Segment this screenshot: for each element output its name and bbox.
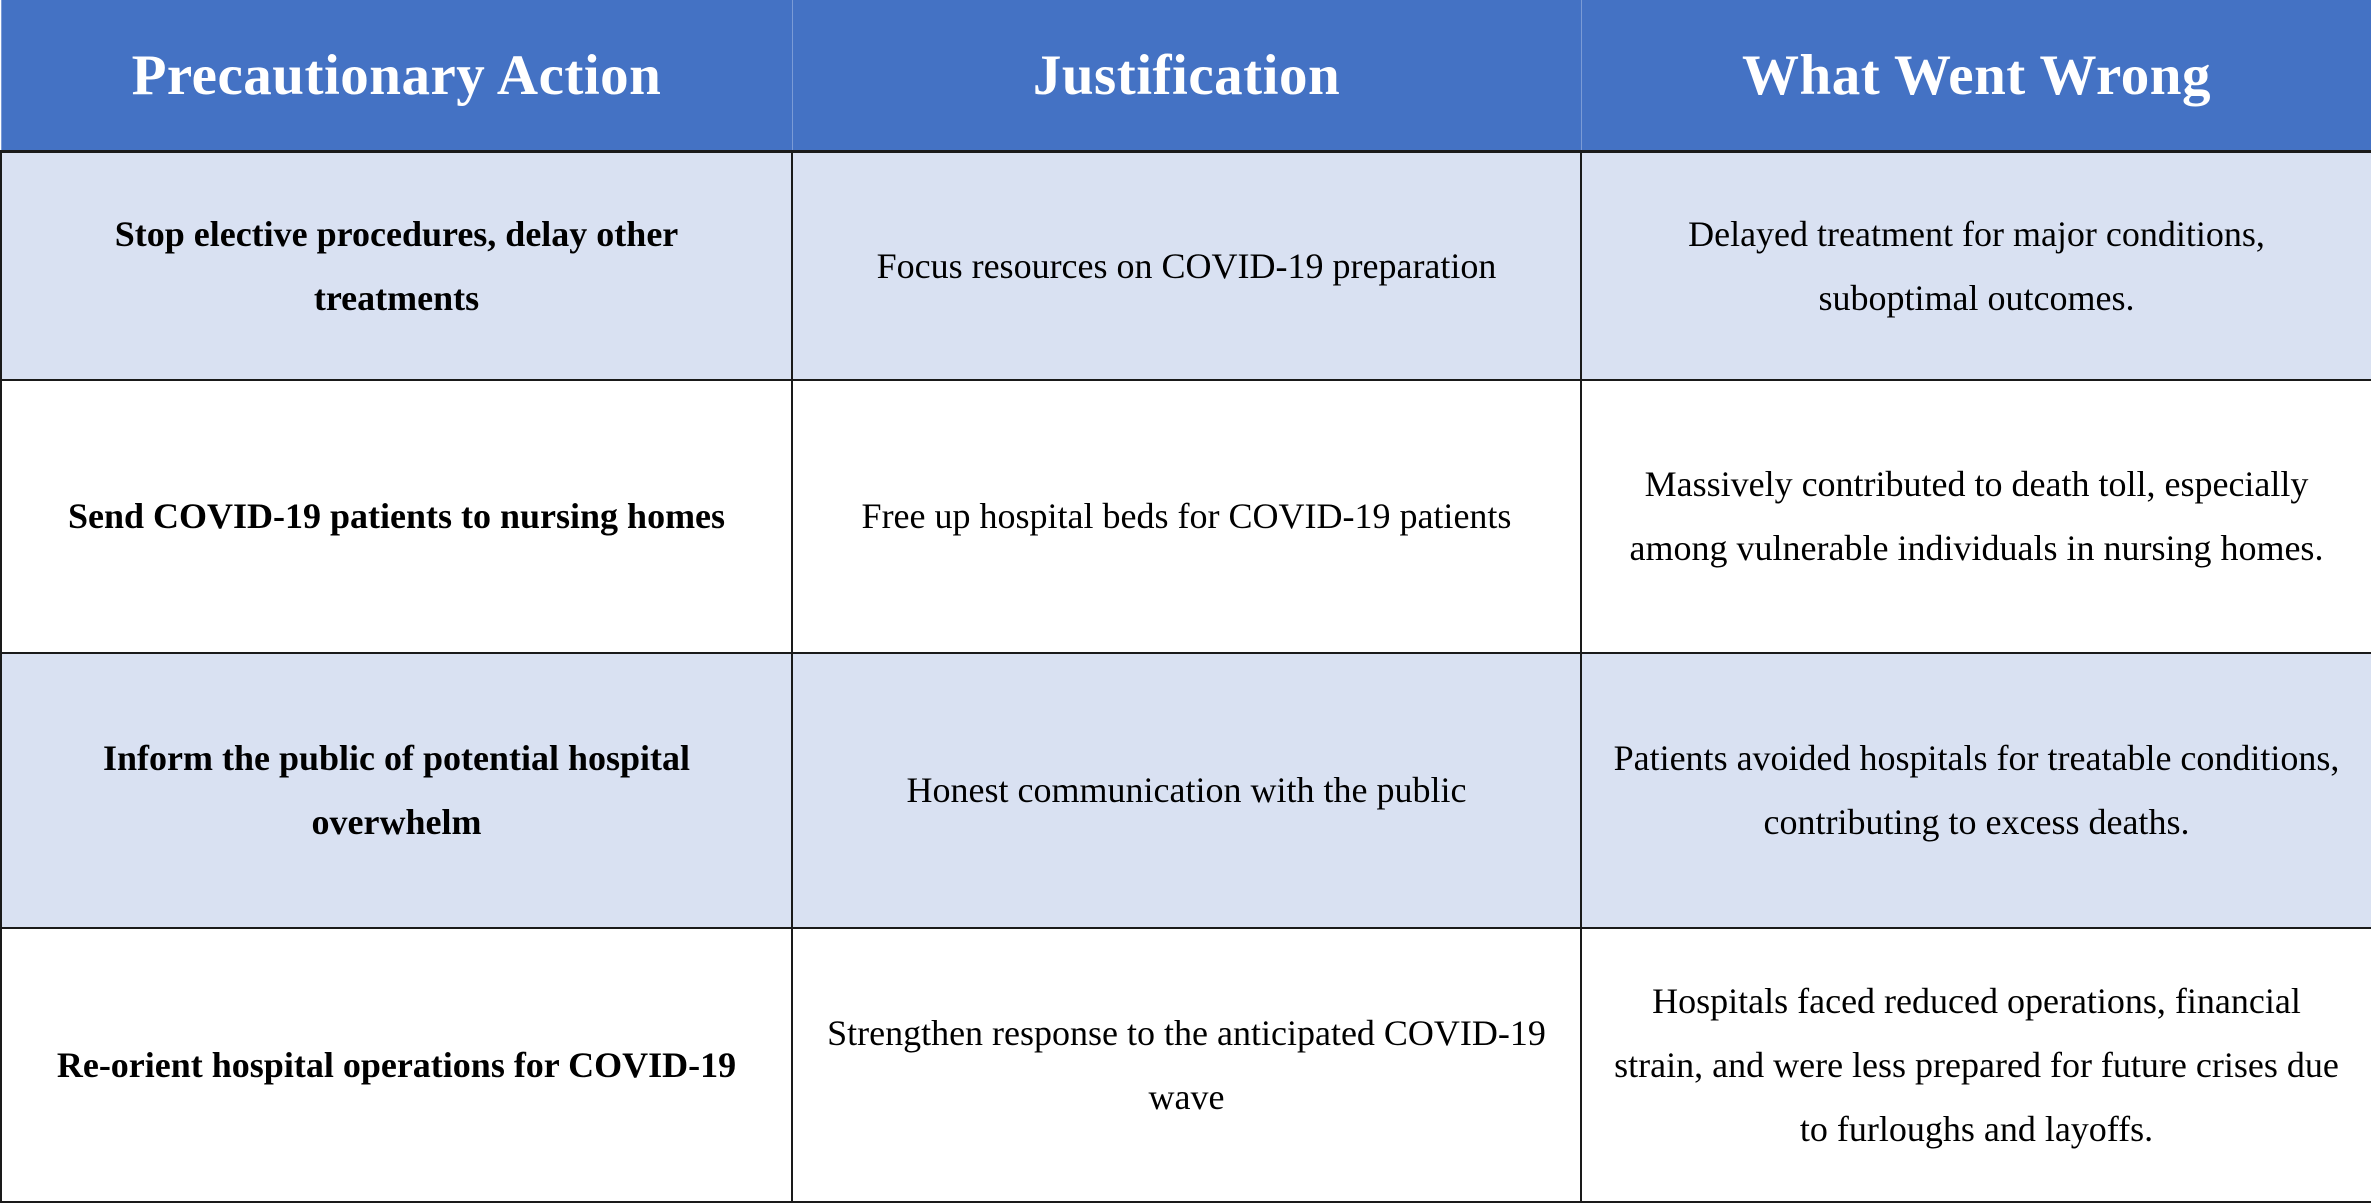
what-went-wrong-cell: Delayed treatment for major conditions, … — [1580, 150, 2371, 381]
table-row: Inform the public of potential hospital … — [0, 651, 2371, 929]
table-row: Send COVID-19 patients to nursing homes … — [0, 378, 2371, 654]
what-went-wrong-cell: Hospitals faced reduced operations, fina… — [1580, 926, 2371, 1203]
justification-cell: Honest communication with the public — [791, 651, 1582, 929]
justification-cell: Free up hospital beds for COVID-19 patie… — [791, 378, 1582, 654]
what-went-wrong-cell: Massively contributed to death toll, esp… — [1580, 378, 2371, 654]
table-header: Precautionary Action Justification What … — [0, 0, 2371, 153]
action-cell: Inform the public of potential hospital … — [0, 651, 793, 929]
header-justification: Justification — [791, 0, 1582, 153]
header-precautionary-action: Precautionary Action — [0, 0, 793, 153]
table-row: Stop elective procedures, delay other tr… — [0, 150, 2371, 381]
action-cell: Stop elective procedures, delay other tr… — [0, 150, 793, 381]
header-row: Precautionary Action Justification What … — [0, 0, 2371, 153]
header-what-went-wrong: What Went Wrong — [1580, 0, 2371, 153]
what-went-wrong-cell: Patients avoided hospitals for treatable… — [1580, 651, 2371, 929]
table-row: Re-orient hospital operations for COVID-… — [0, 926, 2371, 1203]
justification-cell: Strengthen response to the anticipated C… — [791, 926, 1582, 1203]
action-cell: Send COVID-19 patients to nursing homes — [0, 378, 793, 654]
table-body: Stop elective procedures, delay other tr… — [0, 150, 2371, 1203]
justification-cell: Focus resources on COVID-19 preparation — [791, 150, 1582, 381]
action-cell: Re-orient hospital operations for COVID-… — [0, 926, 793, 1203]
